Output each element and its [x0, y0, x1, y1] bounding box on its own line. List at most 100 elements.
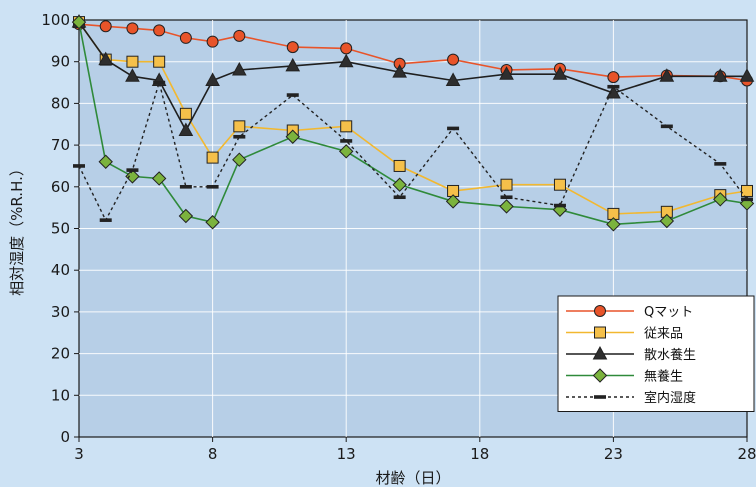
- data-point: [712, 68, 728, 82]
- legend-label: Qマット: [644, 305, 693, 320]
- y-tick-label: 70: [51, 136, 70, 154]
- x-tick-label: 13: [337, 445, 356, 463]
- series-3: [71, 14, 755, 137]
- data-point: [739, 68, 755, 82]
- data-point: [205, 215, 220, 230]
- legend-marker: [594, 305, 606, 317]
- data-point: [233, 134, 246, 139]
- data-point: [206, 185, 219, 189]
- legend-marker: [592, 345, 608, 360]
- data-point: [447, 126, 460, 131]
- data-point: [98, 51, 114, 66]
- series-1: [73, 18, 753, 87]
- series-line: [78, 80, 748, 222]
- data-point: [338, 53, 354, 68]
- legend-label: 散水養生: [644, 347, 696, 363]
- data-point: [232, 152, 247, 167]
- y-tick-label: 80: [51, 94, 70, 112]
- legend-label: 室内湿度: [644, 390, 696, 406]
- legend-item: 室内湿度: [566, 390, 696, 406]
- data-point: [179, 107, 192, 120]
- data-point: [552, 66, 568, 80]
- data-point: [178, 122, 194, 137]
- data-point: [285, 57, 301, 72]
- x-tick-label: 8: [208, 445, 218, 463]
- data-point: [607, 71, 620, 84]
- y-tick-label: 10: [51, 386, 70, 404]
- data-point: [607, 84, 620, 89]
- y-axis-ticks: 0 10 20 30 40 50 60 70 80 90 100: [41, 11, 79, 446]
- data-point: [99, 218, 112, 222]
- data-point: [233, 120, 246, 133]
- data-point: [206, 151, 219, 164]
- data-point: [233, 29, 246, 42]
- y-tick-label: 50: [51, 220, 70, 238]
- data-point: [340, 42, 353, 55]
- x-axis-ticks: 3 8 13 18 23 28: [74, 437, 756, 463]
- data-point: [99, 20, 112, 33]
- data-point: [126, 168, 139, 172]
- series-layer: [71, 14, 755, 232]
- data-point: [206, 35, 219, 48]
- data-point: [659, 213, 675, 229]
- data-point: [659, 68, 675, 82]
- y-tick-label: 20: [51, 345, 70, 363]
- data-point: [392, 64, 407, 78]
- data-point: [553, 203, 566, 208]
- y-axis-title: 相対湿度（%R.H.）: [8, 161, 26, 296]
- legend-marker: [594, 326, 606, 339]
- data-point: [231, 61, 247, 76]
- data-point: [445, 72, 461, 86]
- data-point: [179, 185, 192, 189]
- data-point: [741, 184, 753, 197]
- series-5: [73, 80, 753, 222]
- legend-marker: [592, 368, 608, 383]
- data-point: [714, 162, 727, 166]
- legend-item: 無養生: [566, 368, 683, 385]
- x-tick-label: 3: [74, 445, 84, 463]
- data-point: [393, 159, 406, 172]
- data-point: [126, 22, 139, 35]
- data-point: [553, 178, 566, 191]
- data-point: [741, 197, 753, 202]
- x-tick-label: 28: [737, 445, 756, 463]
- data-point: [606, 217, 621, 232]
- data-point: [340, 120, 353, 133]
- x-tick-label: 23: [604, 445, 623, 463]
- data-point: [73, 164, 85, 168]
- data-point: [500, 195, 513, 200]
- data-point: [393, 195, 406, 200]
- legend-item: 散水養生: [566, 345, 696, 363]
- data-point: [447, 53, 460, 66]
- data-point: [126, 55, 139, 68]
- y-tick-label: 60: [51, 178, 70, 196]
- data-point: [338, 144, 354, 159]
- data-point: [713, 192, 728, 207]
- y-tick-label: 30: [51, 303, 70, 321]
- data-point: [392, 177, 407, 192]
- legend-item: 従来品: [566, 326, 683, 342]
- data-point: [153, 80, 166, 85]
- data-point: [179, 31, 192, 44]
- y-tick-label: 0: [60, 428, 70, 446]
- series-4: [71, 14, 755, 232]
- data-point: [71, 14, 87, 30]
- data-point: [153, 24, 166, 37]
- legend-label: 無養生: [644, 369, 683, 385]
- legend-item: Qマット: [566, 305, 693, 320]
- data-point: [445, 194, 461, 209]
- data-point: [178, 208, 194, 224]
- y-tick-label: 100: [41, 11, 70, 29]
- data-point: [285, 129, 300, 144]
- data-point: [125, 169, 140, 184]
- data-point: [660, 124, 673, 129]
- legend-label: 従来品: [644, 327, 683, 342]
- x-tick-label: 18: [470, 445, 489, 463]
- data-point: [286, 93, 299, 97]
- data-point: [153, 55, 166, 68]
- y-tick-label: 90: [51, 53, 70, 71]
- data-point: [499, 199, 514, 214]
- data-point: [606, 84, 621, 99]
